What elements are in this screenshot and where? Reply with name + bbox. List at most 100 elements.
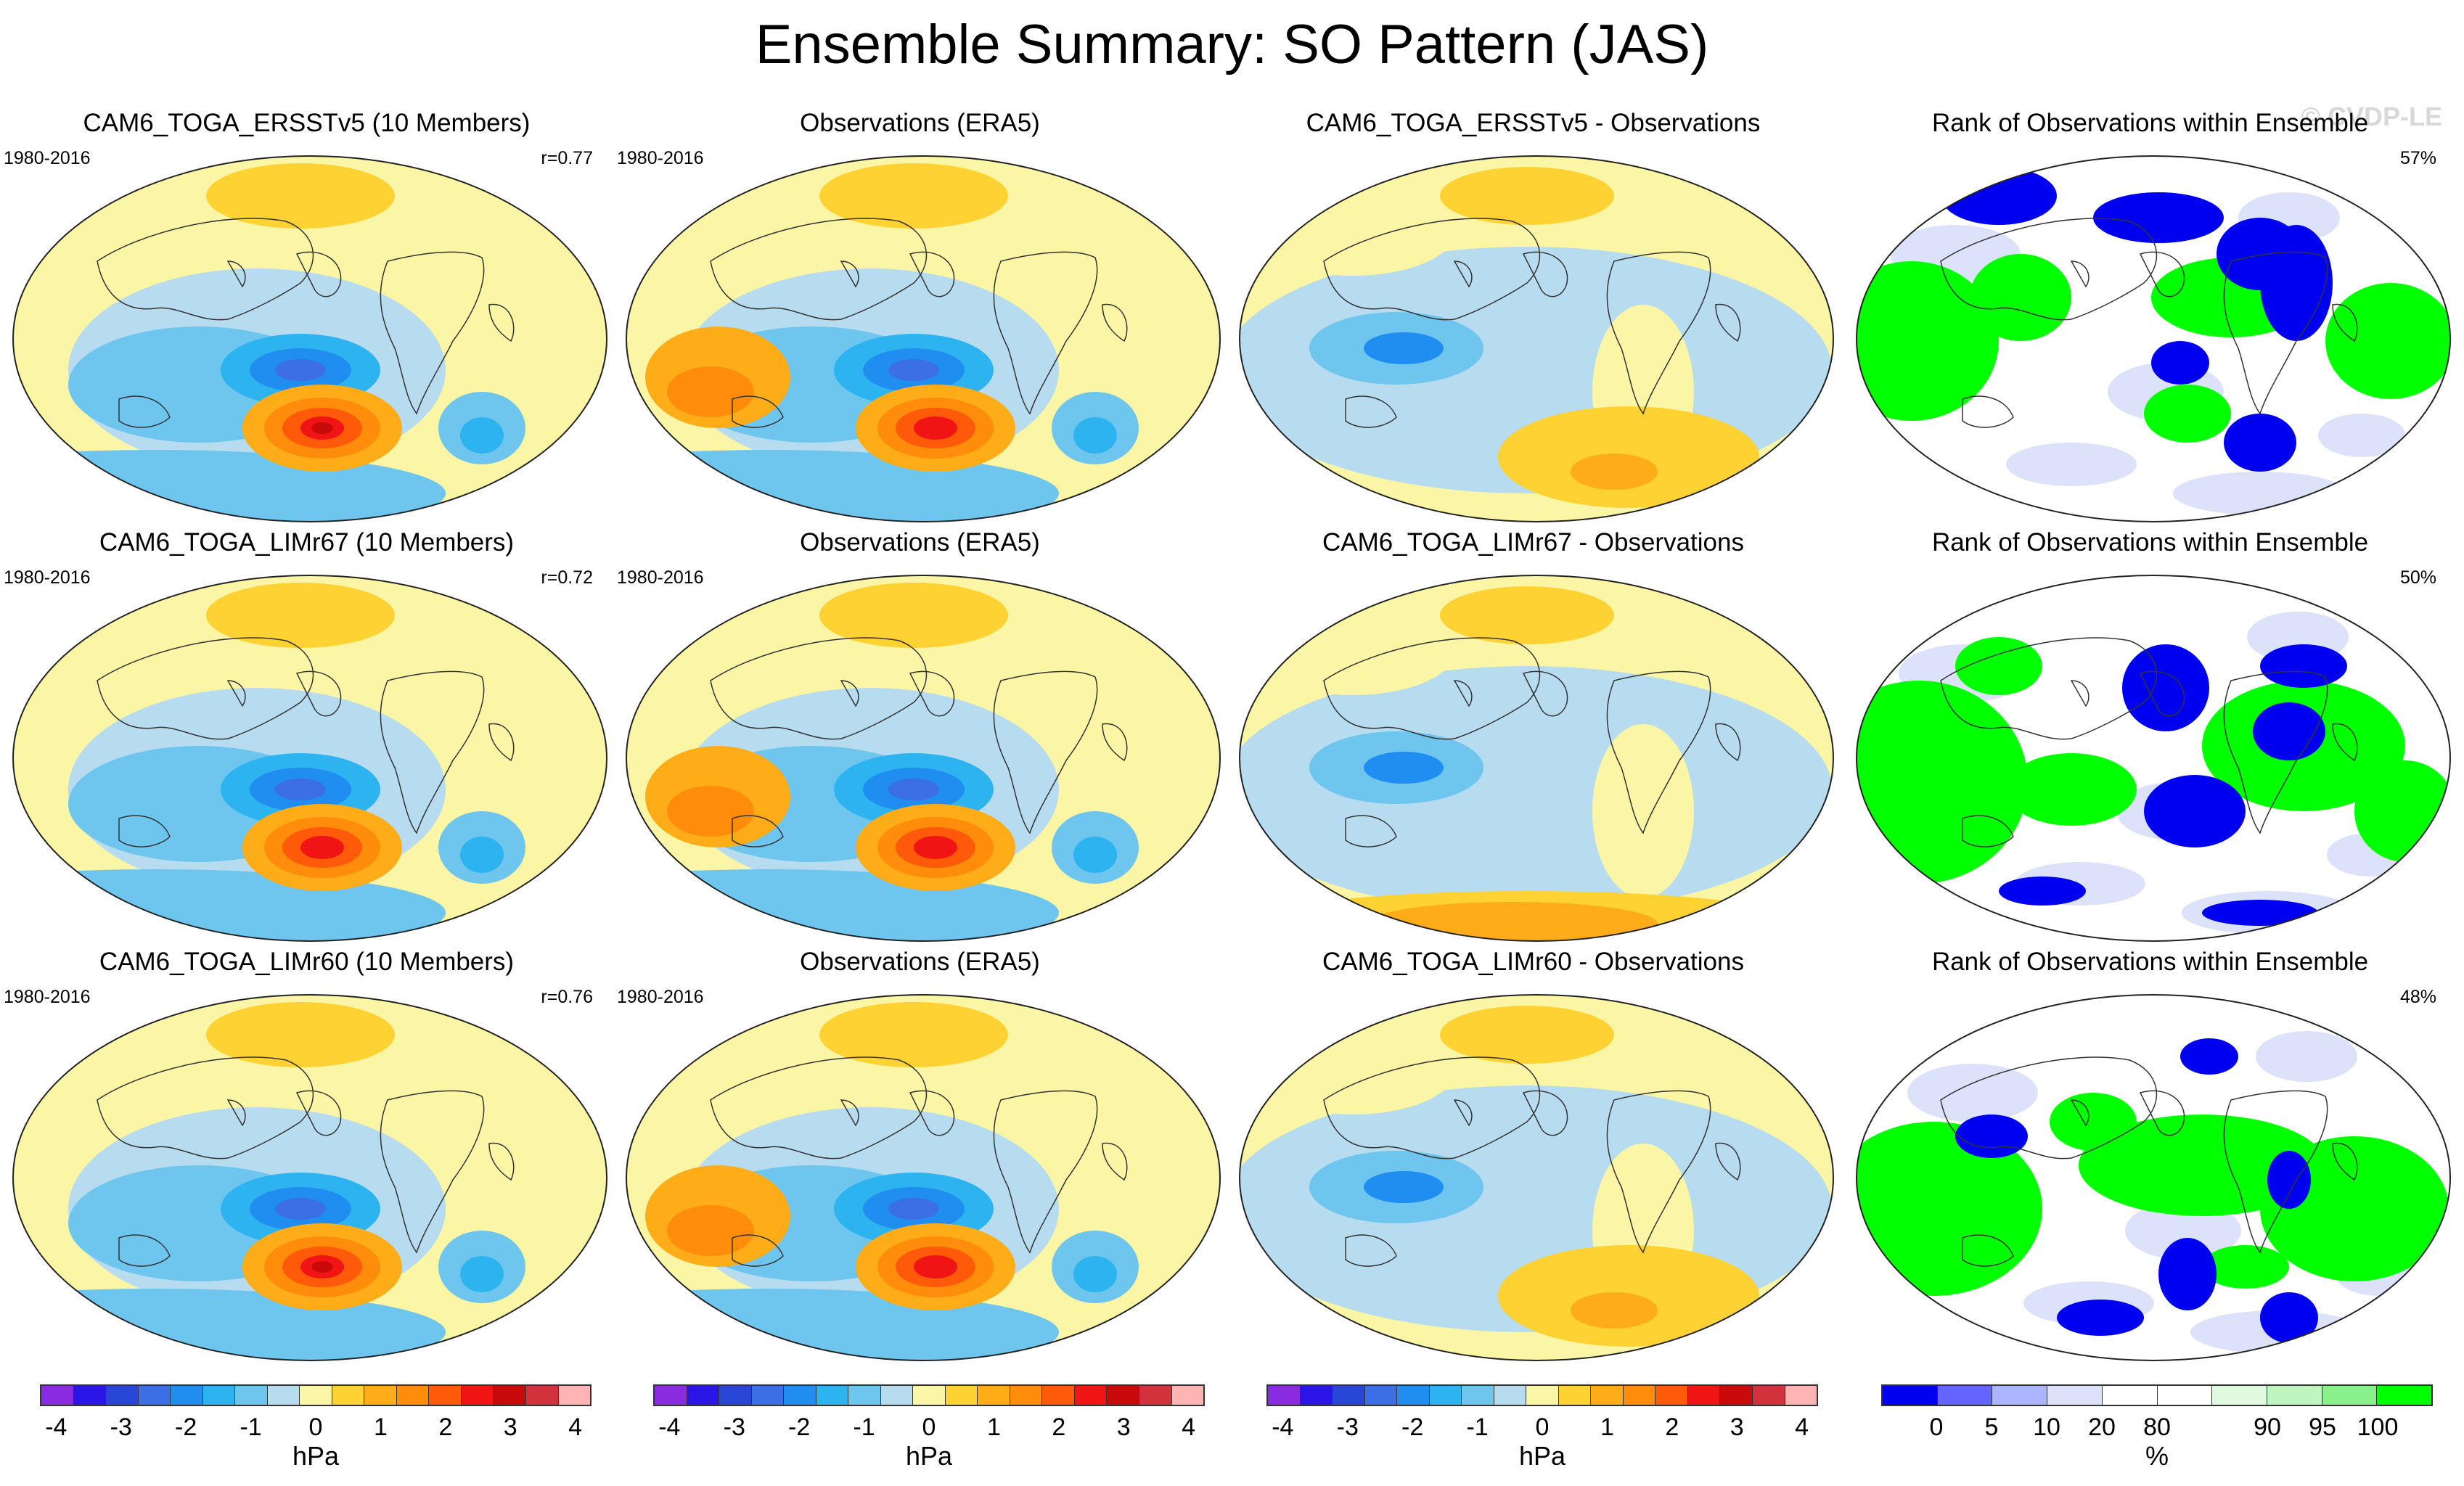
rank-lavender-region bbox=[2173, 472, 2347, 515]
colorbar-swatch bbox=[235, 1386, 268, 1405]
colorbar-tick-label: 10 bbox=[2033, 1413, 2060, 1441]
coastline bbox=[1606, 1090, 1711, 1254]
rank-green-region bbox=[2202, 1245, 2289, 1289]
colorbar-tick-label: -4 bbox=[658, 1413, 681, 1441]
contour-region bbox=[1073, 837, 1117, 873]
contour-region bbox=[914, 1255, 957, 1278]
coastline bbox=[2223, 670, 2328, 834]
coastline bbox=[2332, 723, 2358, 762]
rank-lavender-region bbox=[2256, 1031, 2357, 1082]
globe-map bbox=[1239, 575, 1834, 942]
coastline bbox=[295, 1090, 342, 1136]
coastline bbox=[1453, 1099, 1473, 1127]
globe-map bbox=[1856, 994, 2451, 1361]
contour-region bbox=[275, 779, 326, 800]
contour-region bbox=[275, 1198, 326, 1220]
colorbar-swatch bbox=[1785, 1386, 1817, 1405]
rank-blue-region bbox=[2093, 192, 2224, 243]
contour-region bbox=[1440, 1006, 1614, 1064]
coastline bbox=[1102, 303, 1128, 342]
panel-years: 1980-2016 bbox=[617, 148, 704, 168]
contour-region bbox=[667, 1205, 754, 1256]
colorbar-tick-label: 0 bbox=[922, 1413, 936, 1441]
colorbar-swatch bbox=[1655, 1386, 1688, 1405]
rank-green-region bbox=[1857, 261, 1999, 421]
colorbar-tick-label: 90 bbox=[2254, 1413, 2281, 1441]
rank-green-region bbox=[2006, 753, 2137, 826]
panel-r3-c1: CAM6_TOGA_LIMr60 (10 Members) 1980-2016 r=… bbox=[0, 948, 613, 1367]
colorbar-swatch bbox=[1139, 1386, 1172, 1405]
panel-title: Observations (ERA5) bbox=[800, 948, 1040, 976]
contour-region bbox=[311, 422, 333, 434]
colorbar-swatch bbox=[1558, 1386, 1592, 1405]
rank-blue-region bbox=[2122, 644, 2209, 731]
coastline bbox=[1345, 815, 1397, 847]
colorbar-swatch bbox=[267, 1386, 300, 1405]
panel-years: 1980-2016 bbox=[4, 148, 91, 168]
panel-years: 1980-2016 bbox=[4, 987, 91, 1007]
colorbar-swatch bbox=[1687, 1386, 1721, 1405]
contour-region bbox=[1073, 1256, 1117, 1292]
colorbar-swatch bbox=[41, 1386, 74, 1405]
colorbar-swatch bbox=[1462, 1386, 1494, 1405]
contour-region bbox=[1251, 608, 1454, 695]
globe-outline bbox=[1239, 155, 1834, 522]
colorbar-swatch bbox=[429, 1386, 462, 1405]
globe-outline bbox=[1856, 575, 2451, 942]
globe-outline bbox=[12, 155, 607, 522]
panel-title: CAM6_TOGA_ERSSTv5 (10 Members) bbox=[83, 109, 531, 137]
colorbar-swatch bbox=[73, 1386, 107, 1405]
coastline bbox=[1522, 1090, 1568, 1136]
coastline bbox=[1345, 395, 1397, 428]
coastline bbox=[710, 637, 928, 740]
colorbar-tick-label: -3 bbox=[110, 1413, 132, 1441]
globe-outline bbox=[626, 994, 1221, 1361]
rank-green-region bbox=[2325, 283, 2450, 399]
panel-r2-c2: Observations (ERA5) 1980-2016 bbox=[613, 528, 1227, 948]
coastline bbox=[2223, 251, 2328, 415]
rank-green-region bbox=[1955, 637, 2042, 695]
colorbar-swatch bbox=[461, 1386, 494, 1405]
contour-region bbox=[914, 836, 957, 859]
panel-title: Rank of Observations within Ensemble bbox=[1931, 948, 2369, 976]
colorbar-swatch bbox=[171, 1386, 203, 1405]
panel-r3-c3: CAM6_TOGA_LIMr60 - Observations bbox=[1227, 948, 1840, 1367]
colorbar-swatch bbox=[2102, 1386, 2158, 1405]
coastline bbox=[1345, 1234, 1397, 1267]
panel-years: 1980-2016 bbox=[4, 567, 91, 588]
colorbar: -4 -3 -2 -1 0 1 2 3 4 hPa bbox=[653, 1384, 1205, 1486]
coastline bbox=[1962, 395, 2014, 428]
rank-blue-region bbox=[2151, 341, 2209, 385]
panel-title: Rank of Observations within Ensemble bbox=[1931, 528, 2369, 557]
globe-map bbox=[1239, 155, 1834, 522]
contour-region bbox=[311, 1261, 333, 1273]
coastline bbox=[993, 251, 1098, 415]
panel-title: CAM6_TOGA_LIMr60 - Observations bbox=[1322, 948, 1744, 976]
coastline bbox=[97, 1056, 314, 1159]
contour-region bbox=[1240, 666, 1832, 913]
colorbar-tick-label: -4 bbox=[45, 1413, 67, 1441]
coastline bbox=[1102, 723, 1128, 762]
colorbar-tick-label: -2 bbox=[1401, 1413, 1424, 1441]
coastline bbox=[1940, 1056, 2158, 1159]
colorbar-swatch bbox=[1268, 1386, 1301, 1405]
colorbar-swatch bbox=[1074, 1386, 1108, 1405]
contour-region bbox=[13, 450, 446, 522]
contour-region bbox=[626, 1289, 1059, 1360]
colorbar-swatch bbox=[1042, 1386, 1075, 1405]
panel-title: Observations (ERA5) bbox=[800, 528, 1040, 557]
colorbar-unit: hPa bbox=[292, 1441, 340, 1471]
colorbar-tick-label: 95 bbox=[2309, 1413, 2336, 1441]
colorbar-tick-label: 0 bbox=[308, 1413, 323, 1441]
coastline bbox=[909, 1090, 955, 1136]
contour-region bbox=[460, 417, 504, 453]
panel-r1-c4: Rank of Observations within Ensemble 57% bbox=[1843, 109, 2457, 528]
rank-blue-region bbox=[2260, 225, 2333, 341]
coastline bbox=[1715, 1142, 1741, 1181]
panel-title: CAM6_TOGA_LIMr60 (10 Members) bbox=[99, 948, 515, 976]
rank-green-region bbox=[2050, 1093, 2137, 1151]
colorbar-swatch bbox=[978, 1386, 1010, 1405]
coastline bbox=[380, 670, 485, 834]
coastline bbox=[732, 1234, 784, 1267]
colorbar-swatch bbox=[106, 1386, 139, 1405]
